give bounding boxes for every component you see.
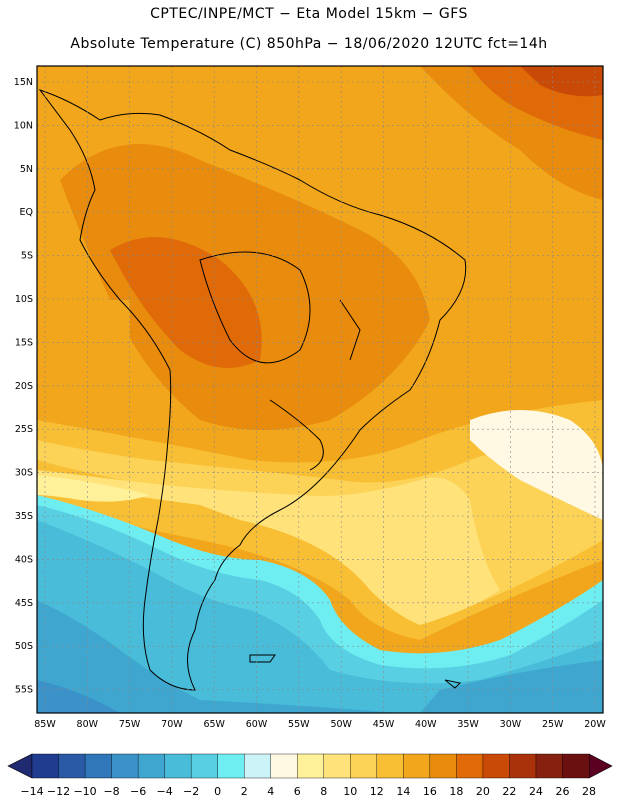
latitude-axis: 15N 10N 5N EQ 5S 10S 15S 20S 25S 30S 35S… (14, 77, 33, 696)
colorbar-bin (297, 753, 325, 779)
colorbar-bin (509, 753, 537, 779)
lon-label: 25W (542, 719, 564, 730)
colorbar-label: 26 (555, 785, 569, 798)
lat-label: 55S (15, 685, 33, 696)
colorbar-label: 14 (396, 785, 410, 798)
colorbar-bin (429, 753, 457, 779)
lat-label: 10N (14, 120, 33, 131)
colorbar-high-arrow (588, 753, 613, 779)
colorbar-bin (164, 753, 192, 779)
lat-label: 20S (15, 381, 33, 392)
colorbar-bin (456, 753, 484, 779)
colorbar-bin (58, 753, 86, 779)
lon-label: 20W (584, 719, 606, 730)
map-frame (36, 65, 604, 714)
lon-label: 55W (288, 719, 310, 730)
colorbar-bin (243, 753, 272, 779)
colorbar-label: 0 (214, 785, 221, 798)
colorbar-bin (403, 753, 431, 779)
lat-label: 45S (15, 598, 33, 609)
lon-label: 80W (77, 719, 99, 730)
lat-label: 50S (15, 641, 33, 652)
temperature-field (37, 66, 603, 713)
map-subtitle: Absolute Temperature (C) 850hPa − 18/06/… (70, 36, 548, 52)
colorbar-label: 12 (370, 785, 384, 798)
colorbar-label: −6 (130, 785, 146, 798)
lon-label: 60W (246, 719, 268, 730)
lat-label: 10S (15, 294, 33, 305)
lon-label: 75W (119, 719, 141, 730)
colorbar-label: 20 (476, 785, 490, 798)
lon-label: 70W (161, 719, 183, 730)
colorbar-label: −8 (103, 785, 119, 798)
lon-label: 50W (330, 719, 352, 730)
colorbar-bin (323, 753, 351, 779)
lon-label: 65W (203, 719, 225, 730)
colorbar-bin (31, 753, 60, 779)
colorbar-bin (190, 753, 219, 779)
colorbar-label: −4 (157, 785, 173, 798)
colorbar-bin (84, 753, 113, 779)
colorbar-label: 4 (267, 785, 274, 798)
lat-label: 40S (15, 554, 33, 565)
colorbar-bin (535, 753, 563, 779)
lat-label: 5S (21, 251, 33, 262)
lat-label: 30S (15, 468, 33, 479)
lat-label: EQ (20, 207, 33, 218)
colorbar-bin (562, 753, 590, 779)
lon-label: 40W (415, 719, 437, 730)
colorbar-label: 10 (343, 785, 357, 798)
colorbar-label: 24 (529, 785, 543, 798)
lat-label: 5N (20, 164, 33, 175)
colorbar-low-arrow (7, 753, 33, 779)
colorbar-bin (482, 753, 510, 779)
colorbar: −14 −12 −10 −8 −6 −4 −2 0 2 4 6 8 10 12 14 16 18 20 22 24 26… (7, 753, 613, 798)
lat-label: 25S (15, 424, 33, 435)
colorbar-bin (217, 753, 245, 779)
lon-label: 45W (373, 719, 395, 730)
graticule (37, 66, 603, 713)
colorbar-bin (137, 753, 166, 779)
colorbar-label: 18 (449, 785, 463, 798)
colorbar-bin (350, 753, 378, 779)
colorbar-label: 8 (320, 785, 327, 798)
colorbar-label: −12 (47, 785, 70, 798)
colorbar-label: 6 (294, 785, 301, 798)
colorbar-bins (31, 753, 590, 779)
colorbar-bin (111, 753, 139, 779)
lat-label: 35S (15, 511, 33, 522)
colorbar-label: 2 (241, 785, 248, 798)
colorbar-label: 28 (582, 785, 596, 798)
lon-label: 35W (457, 719, 479, 730)
lat-label: 15S (15, 337, 33, 348)
colorbar-label: 22 (502, 785, 516, 798)
longitude-axis: 85W 80W 75W 70W 65W 60W 55W 50W 45W 40W … (34, 719, 606, 730)
colorbar-label: −10 (73, 785, 96, 798)
coastline (38, 89, 467, 691)
colorbar-label: −2 (183, 785, 199, 798)
lat-label: 15N (14, 77, 33, 88)
colorbar-bin (270, 753, 298, 779)
lon-label: 30W (500, 719, 522, 730)
colorbar-labels: −14 −12 −10 −8 −6 −4 −2 0 2 4 6 8 10 12 14 16 18 20 22 24 26… (20, 785, 596, 798)
lon-label: 85W (34, 719, 56, 730)
colorbar-label: −14 (20, 785, 43, 798)
map-title: CPTEC/INPE/MCT − Eta Model 15km − GFS (150, 6, 468, 22)
colorbar-bin (376, 753, 404, 779)
colorbar-label: 16 (423, 785, 437, 798)
